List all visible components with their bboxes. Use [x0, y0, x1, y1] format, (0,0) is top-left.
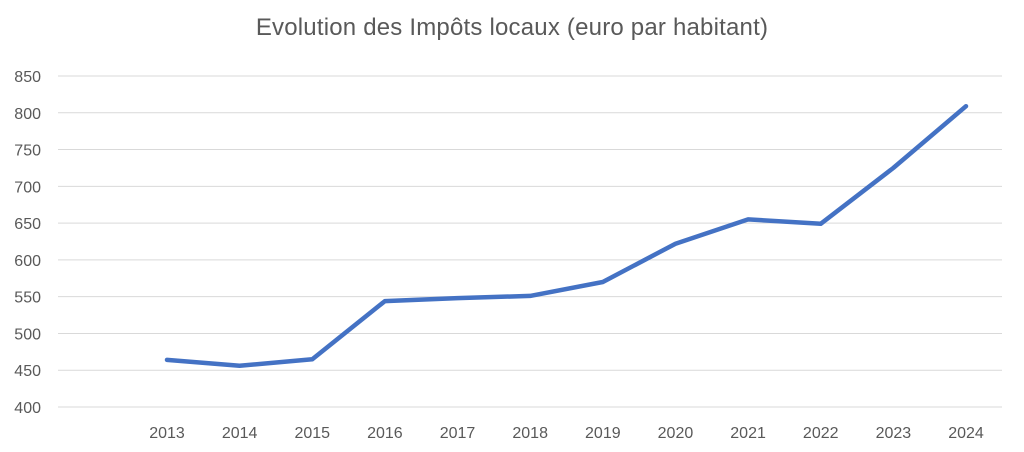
x-tick-label: 2020 [658, 425, 694, 442]
y-tick-label: 850 [14, 69, 41, 86]
x-tick-label: 2017 [440, 425, 476, 442]
y-tick-label: 750 [14, 143, 41, 160]
series-line [164, 103, 969, 369]
x-tick-label: 2018 [512, 425, 548, 442]
x-tick-label: 2021 [730, 425, 766, 442]
x-axis-tick-labels: 2013 2014 2015 2016 2017 2018 2019 2020 2021 2022… [149, 425, 984, 442]
y-tick-label: 450 [14, 363, 41, 380]
y-tick-label: 700 [14, 179, 41, 196]
x-tick-label: 2022 [803, 425, 839, 442]
series-layer [164, 103, 969, 369]
x-tick-label: 2024 [948, 425, 984, 442]
y-tick-label: 550 [14, 290, 41, 307]
gridlines [58, 75, 1002, 408]
chart-title: Evolution des Impôts locaux (euro par ha… [255, 14, 769, 41]
x-tick-label: 2013 [149, 425, 185, 442]
y-tick-label: 400 [14, 400, 41, 417]
x-tick-label: 2015 [294, 425, 330, 442]
x-tick-label: 2023 [876, 425, 912, 442]
x-tick-label: 2014 [222, 425, 258, 442]
x-tick-label: 2016 [367, 425, 403, 442]
y-tick-label: 800 [14, 106, 41, 123]
y-tick-label: 500 [14, 326, 41, 343]
y-axis-tick-labels: 400 450 500 550 600 650 700 750 800 850 [14, 69, 41, 417]
x-tick-label: 2019 [585, 425, 621, 442]
y-tick-label: 650 [14, 216, 41, 233]
y-tick-label: 600 [14, 253, 41, 270]
